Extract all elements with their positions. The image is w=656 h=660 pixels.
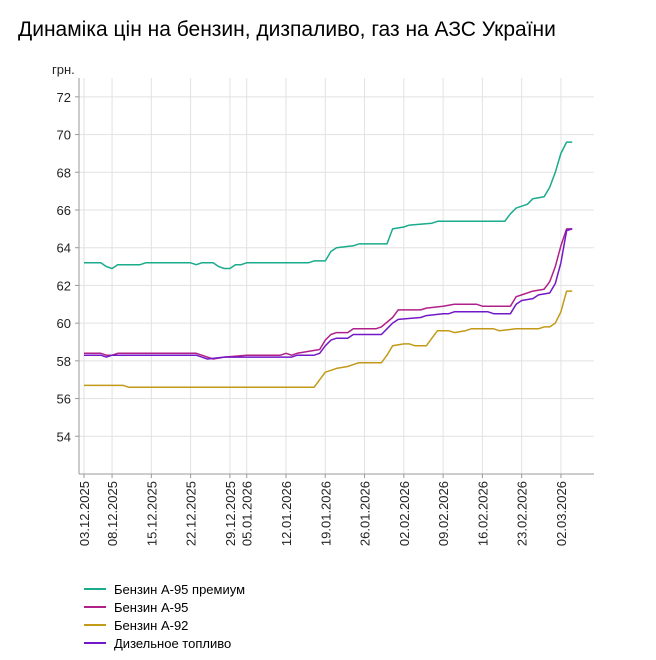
y-tick-label: 70 — [57, 128, 71, 143]
series-line-1 — [84, 141, 573, 270]
y-tick-label: 56 — [57, 392, 71, 407]
legend-item[interactable]: Бензин А-95 премиум — [84, 580, 245, 598]
series-line-2 — [84, 228, 573, 360]
legend-label: Дизельное топливо — [114, 635, 232, 651]
legend-item[interactable]: Дизельное топливо — [84, 634, 245, 652]
legend-swatch — [84, 588, 106, 590]
y-tick-label: 62 — [57, 278, 71, 293]
legend: Бензин А-95 премиум Бензин А-95 Бензин А-9… — [84, 580, 245, 652]
series-line-4 — [84, 228, 573, 360]
y-tick-labels: 54 56 58 60 62 64 66 68 70 72 — [57, 90, 71, 444]
y-tick-label: 66 — [57, 203, 71, 218]
legend-item[interactable]: Бензин А-92 — [84, 616, 245, 634]
legend-label: Бензин А-95 — [114, 599, 189, 615]
x-tick-labels: 03.12.2025 08.12.2025 15.12.2025 22.12.2025… — [77, 481, 569, 546]
chart-title: Динаміка цін на бензин, дизпаливо, газ н… — [18, 18, 556, 41]
legend-label: Бензин А-92 — [114, 617, 189, 633]
y-tick-label: 64 — [57, 241, 71, 256]
legend-label: Бензин А-95 премиум — [114, 581, 246, 597]
y-tick-label: 60 — [57, 316, 71, 331]
y-tick-label: 72 — [57, 90, 71, 105]
x-tick-label: 05.01.2026 — [240, 481, 255, 546]
series-line-3 — [84, 290, 573, 389]
x-tick-label: 08.12.2025 — [105, 481, 120, 546]
x-tick-label: 12.01.2026 — [279, 481, 294, 546]
x-tick-label: 19.01.2026 — [318, 481, 333, 546]
x-tick-label: 09.02.2026 — [436, 481, 451, 546]
x-tick-label: 22.12.2025 — [184, 481, 199, 546]
y-axis-label: грн. — [52, 62, 75, 77]
grid — [79, 78, 594, 474]
x-tick-label: 15.12.2025 — [144, 481, 159, 546]
legend-swatch — [84, 624, 106, 626]
legend-swatch — [84, 642, 106, 644]
y-tick-label: 68 — [57, 165, 71, 180]
y-tick-label: 54 — [57, 429, 71, 444]
x-tick-label: 29.12.2025 — [223, 481, 238, 546]
x-tick-label: 02.02.2026 — [397, 481, 412, 546]
x-tick-label: 03.12.2025 — [77, 481, 92, 546]
axes — [75, 78, 594, 478]
x-tick-label: 02.03.2026 — [554, 481, 569, 546]
y-tick-label: 58 — [57, 354, 71, 369]
legend-swatch — [84, 606, 106, 608]
x-tick-label: 16.02.2026 — [475, 481, 490, 546]
x-tick-label: 26.01.2026 — [358, 481, 373, 546]
series-lines — [84, 141, 573, 389]
legend-item[interactable]: Бензин А-95 — [84, 598, 245, 616]
x-tick-label: 23.02.2026 — [515, 481, 530, 546]
